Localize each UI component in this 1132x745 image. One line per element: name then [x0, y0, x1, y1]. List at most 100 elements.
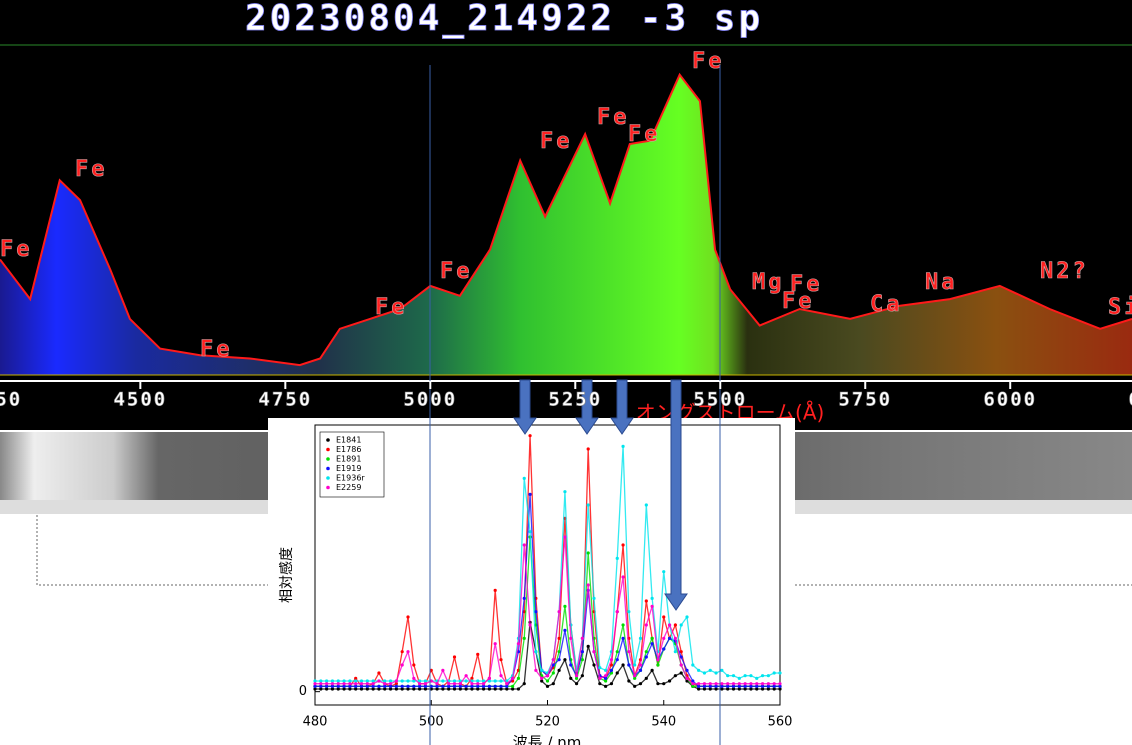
data-point: [481, 684, 486, 688]
data-point: [580, 636, 584, 640]
data-point: [650, 604, 654, 608]
data-point: [586, 503, 590, 507]
spectrum-line: [0, 72, 1132, 367]
data-point: [644, 503, 648, 507]
data-point: [342, 684, 346, 688]
data-point: [365, 682, 369, 686]
annotation: Fe: [440, 259, 473, 284]
data-point: [452, 655, 457, 659]
data-point: [354, 676, 358, 680]
data-point: [383, 684, 387, 688]
data-point: [348, 682, 352, 686]
data-point: [534, 610, 538, 614]
data-point: [388, 684, 393, 688]
data-point: [557, 610, 561, 614]
data-point: [522, 682, 526, 686]
data-point: [499, 684, 503, 688]
data-point: [621, 575, 625, 579]
data-point: [359, 679, 364, 683]
data-point: [598, 682, 602, 686]
data-point: [714, 684, 718, 688]
data-point: [493, 588, 497, 592]
data-point: [650, 668, 654, 672]
data-point: [755, 684, 759, 688]
data-point: [470, 676, 474, 680]
data-point: [633, 684, 637, 688]
data-point: [499, 687, 503, 691]
data-point: [406, 650, 410, 654]
data-point: [586, 551, 590, 555]
data-point: [633, 674, 637, 678]
data-point: [586, 583, 590, 587]
data-point: [493, 642, 497, 646]
title: 20230804_214922 -3 sp: [245, 0, 763, 39]
data-point: [394, 684, 398, 688]
data-point: [778, 684, 782, 688]
data-point: [586, 644, 590, 648]
data-point: [621, 623, 625, 627]
data-point: [679, 623, 683, 627]
legend-marker: [326, 485, 330, 490]
data-point: [749, 684, 753, 688]
data-point: [708, 668, 712, 672]
data-point: [528, 530, 532, 534]
data-point: [604, 684, 608, 688]
data-point: [505, 682, 509, 686]
data-point: [755, 676, 759, 680]
data-point: [755, 682, 759, 686]
data-point: [673, 636, 677, 640]
data-point: [726, 687, 730, 691]
data-point: [720, 687, 724, 691]
data-point: [772, 671, 776, 675]
data-point: [731, 674, 736, 678]
data-point: [743, 682, 747, 686]
data-point: [400, 650, 404, 654]
legend-label: E1919: [336, 464, 361, 473]
data-point: [685, 668, 689, 672]
legend-marker: [326, 476, 330, 480]
legend-label: E1936r: [336, 474, 365, 483]
annotation: Fe: [692, 49, 725, 74]
arrow: [513, 379, 537, 435]
x-tick-label: 6250: [1128, 389, 1132, 411]
data-point: [580, 658, 584, 662]
data-point: [574, 682, 579, 686]
data-point: [569, 663, 573, 667]
data-point: [702, 687, 707, 691]
legend-marker: [326, 438, 330, 442]
data-point: [505, 684, 509, 688]
legend-label: E2259: [336, 483, 361, 492]
data-point: [476, 679, 480, 683]
data-point: [516, 642, 521, 646]
legend-label: E1786: [336, 445, 361, 454]
data-point: [336, 682, 340, 686]
data-point: [342, 679, 346, 683]
data-point: [325, 684, 329, 688]
annotation: Fe: [540, 129, 573, 154]
data-point: [354, 679, 358, 683]
data-point: [406, 679, 410, 683]
data-point: [354, 682, 358, 686]
data-point: [470, 682, 474, 686]
data-point: [377, 679, 381, 683]
data-point: [737, 676, 741, 680]
annotation: Si: [1108, 295, 1132, 320]
data-point: [330, 679, 335, 683]
data-point: [662, 615, 666, 619]
data-point: [633, 663, 637, 667]
data-point: [621, 444, 625, 448]
data-point: [441, 668, 445, 672]
data-point: [615, 658, 619, 662]
annotation: Ca: [870, 292, 903, 317]
data-point: [772, 684, 776, 688]
data-point: [702, 684, 707, 688]
data-point: [412, 687, 416, 691]
data-point: [418, 687, 422, 691]
data-point: [708, 682, 712, 686]
data-point: [755, 687, 759, 691]
data-point: [569, 676, 573, 680]
data-point: [609, 663, 614, 667]
data-point: [377, 684, 381, 688]
data-point: [604, 676, 608, 680]
